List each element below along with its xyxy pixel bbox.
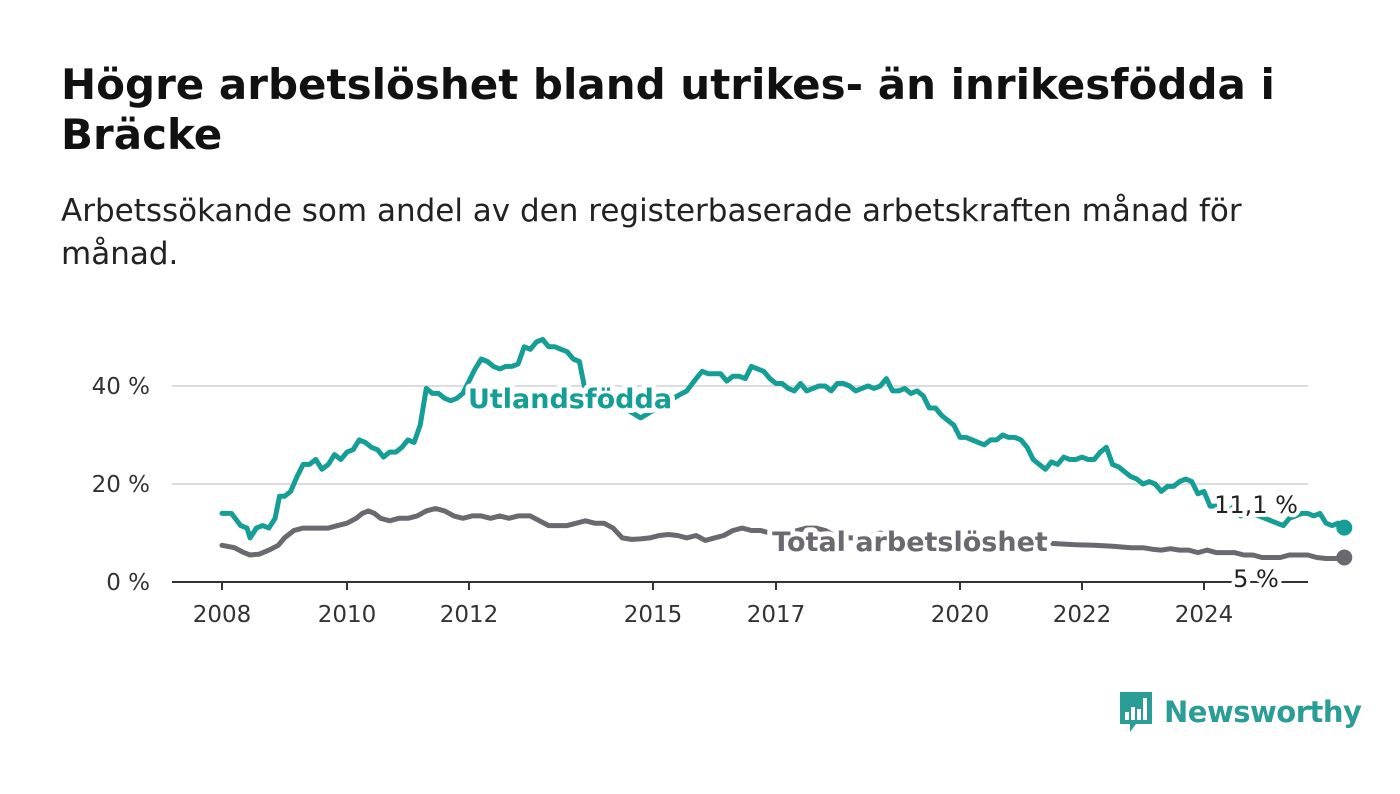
x-tick-label: 2017 <box>747 602 806 628</box>
line-chart: 0 % 20 % 40 % 2008 2010 2012 2015 2017 2020 2022 2… <box>92 336 1353 628</box>
end-label-utlandsfodda-halo: 11,1 % <box>1214 491 1298 519</box>
logo-text: Newsworthy <box>1164 695 1362 729</box>
chart-title: Högre arbetslöshet bland utrikes- än inr… <box>61 60 1275 159</box>
x-tick-label: 2012 <box>440 602 499 628</box>
end-label-total-halo: 5 % <box>1233 565 1279 593</box>
y-tick-label: 0 % <box>106 570 150 596</box>
grid-lines <box>172 385 1308 485</box>
end-point-total <box>1336 549 1353 566</box>
x-tick-label: 2010 <box>318 602 377 628</box>
x-tick-label: 2015 <box>624 602 683 628</box>
x-tick-label: 2020 <box>931 602 990 628</box>
y-tick-label: 40 % <box>92 374 150 400</box>
end-point-utrikes <box>1336 519 1353 536</box>
newsworthy-logo[interactable]: Newsworthy <box>1118 690 1362 734</box>
y-tick-label: 20 % <box>92 472 150 498</box>
end-label-utlandsfodda: 11,1 % <box>1214 491 1298 519</box>
series-label-utlandsfodda: Utlandsfödda <box>468 384 672 415</box>
series-label-total-halo: Total arbetslöshet <box>772 527 1048 558</box>
axes: 0 % 20 % 40 % 2008 2010 2012 2015 2017 2020 2022 2… <box>92 374 1308 628</box>
x-tick-label: 2008 <box>193 602 252 628</box>
series-label-utlandsfodda-halo: Utlandsfödda <box>468 384 672 415</box>
x-tick-label: 2022 <box>1053 602 1112 628</box>
series-label-total: Total arbetslöshet <box>772 527 1048 558</box>
series-lines <box>219 336 1353 566</box>
series-line-utrikes <box>219 336 1347 541</box>
chart-subtitle: Arbetssökande som andel av den registerb… <box>61 193 1242 272</box>
x-tick-label: 2024 <box>1175 602 1234 628</box>
end-label-total: 5 % <box>1233 565 1279 593</box>
series-line-total <box>219 506 1347 561</box>
newsworthy-chart-icon <box>1120 692 1152 732</box>
